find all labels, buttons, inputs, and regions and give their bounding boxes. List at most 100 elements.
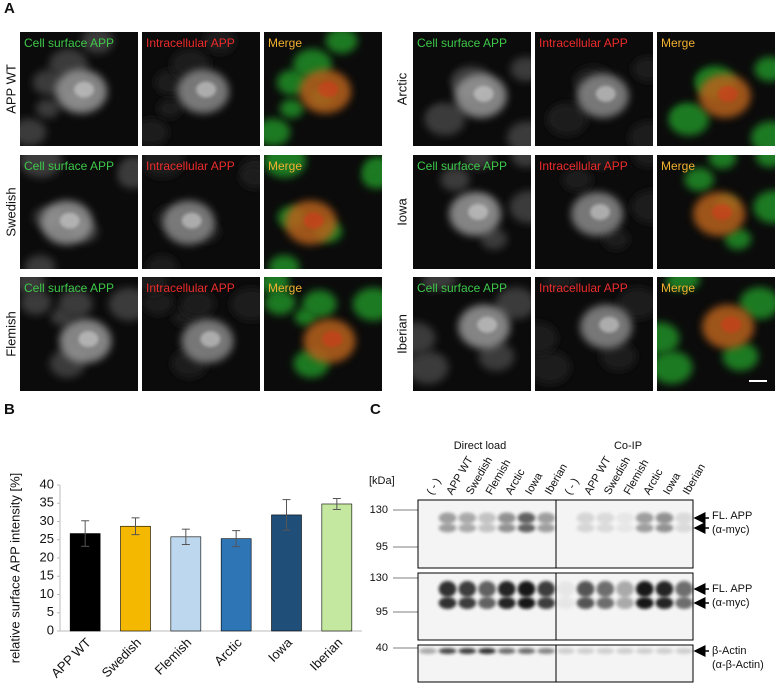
cells [20, 32, 114, 146]
row-label: APP WT [3, 64, 18, 114]
panel-label: B [4, 401, 15, 418]
cell [142, 155, 185, 178]
cell [755, 155, 775, 168]
cell [665, 277, 688, 291]
cell-detail [721, 316, 742, 333]
error-bar [81, 520, 90, 547]
error-bar [232, 530, 241, 548]
cell [157, 99, 182, 119]
band [675, 648, 694, 654]
cell [142, 290, 174, 315]
cells [424, 56, 531, 146]
cell-detail [712, 203, 733, 220]
blot-label: (α-β-Actin) [712, 659, 764, 671]
blot-label: FL. APP [712, 510, 752, 522]
cell [602, 228, 630, 250]
cell-detail [322, 331, 343, 348]
cell [754, 56, 775, 82]
band [537, 523, 556, 533]
marker-label: 40 [376, 642, 388, 654]
band [635, 581, 654, 597]
bar [120, 525, 151, 632]
band [497, 512, 516, 524]
cells [440, 155, 531, 250]
channel-label: Merge [268, 36, 302, 50]
band [418, 648, 437, 654]
channel-label: Cell surface APP [417, 36, 507, 50]
micrograph: Merge [264, 32, 382, 146]
bar [321, 503, 353, 632]
band [517, 512, 536, 524]
cell-detail [303, 212, 324, 229]
channel-label: Cell surface APP [24, 159, 114, 173]
cell [510, 56, 531, 82]
channel-label: Cell surface APP [24, 36, 114, 50]
cell [424, 103, 466, 136]
cell [684, 167, 714, 192]
cell [142, 277, 168, 295]
cell-detail [318, 81, 339, 98]
y-axis-label: relative surface APP intensity [%] [7, 473, 22, 664]
channel-label: Merge [268, 281, 302, 295]
row-label: Arctic [394, 72, 409, 105]
band [655, 512, 674, 524]
error-bar [332, 498, 341, 510]
cell [413, 350, 449, 385]
cells [264, 155, 382, 269]
band [438, 581, 457, 597]
bar [220, 538, 252, 632]
unit-label: [kDa] [369, 475, 395, 487]
channel-label: Merge [661, 281, 695, 295]
cell [180, 290, 215, 318]
band [635, 523, 654, 533]
band [537, 597, 556, 609]
x-tick-label: Iowa [265, 634, 296, 665]
cell [264, 155, 307, 178]
cells [668, 56, 775, 146]
channel-label: Intracellular APP [539, 281, 628, 295]
cell [724, 228, 752, 250]
cell-detail [477, 316, 498, 333]
cell [657, 350, 693, 385]
y-tick-label: 20 [40, 549, 54, 564]
cell [20, 155, 63, 178]
cell [142, 118, 169, 146]
band [655, 581, 674, 597]
band [517, 597, 536, 609]
cell-detail [717, 85, 738, 102]
channel-label: Intracellular APP [539, 36, 628, 50]
cell [81, 32, 114, 54]
cell [495, 287, 531, 320]
cell-detail [599, 316, 620, 333]
band [616, 523, 634, 533]
bar [271, 514, 302, 632]
cells [264, 277, 382, 378]
band [438, 523, 457, 533]
blot-label: (α-myc) [712, 597, 750, 609]
band [675, 512, 694, 524]
cell [480, 228, 508, 250]
cells [684, 155, 775, 250]
cell [708, 155, 737, 169]
cell [413, 322, 436, 355]
band [556, 597, 575, 609]
channel-label: Merge [268, 159, 302, 173]
cell [600, 342, 637, 371]
band [576, 581, 595, 597]
band [596, 597, 615, 609]
bar [170, 536, 202, 632]
y-tick-label: 5 [47, 604, 54, 619]
cell [108, 287, 138, 321]
cell [628, 121, 653, 146]
cell [203, 32, 236, 54]
band [596, 581, 615, 597]
cells [20, 277, 138, 378]
y-tick-label: 15 [40, 568, 54, 583]
blot-label: β-Actin [712, 645, 746, 657]
cell [668, 103, 710, 136]
micrograph: Intracellular APP [535, 32, 653, 146]
cell [586, 155, 615, 169]
band [576, 648, 595, 654]
cell [535, 350, 571, 385]
band [478, 597, 496, 609]
